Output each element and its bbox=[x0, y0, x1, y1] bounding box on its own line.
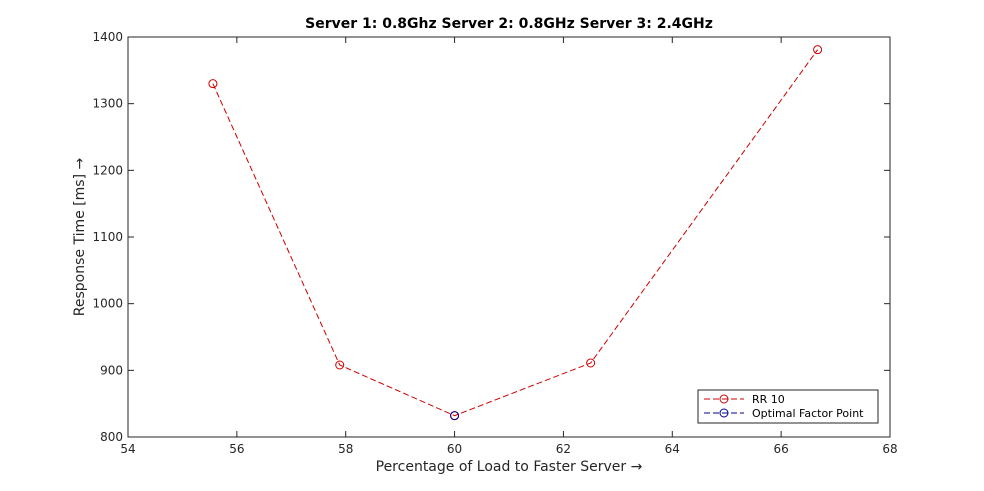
x-tick-label: 54 bbox=[120, 442, 135, 456]
y-tick-label: 900 bbox=[100, 363, 123, 377]
x-axis: 54 56 58 60 62 64 66 68 bbox=[120, 37, 898, 456]
x-tick-label: 56 bbox=[229, 442, 244, 456]
data-point bbox=[450, 411, 460, 421]
legend-label-rr10: RR 10 bbox=[752, 393, 785, 406]
data-point bbox=[208, 79, 218, 89]
y-tick-label: 1300 bbox=[92, 97, 123, 111]
legend-box bbox=[697, 389, 879, 424]
y-axis: 800 900 1000 1100 1200 1300 1400 bbox=[92, 30, 890, 444]
y-tick-label: 1100 bbox=[92, 230, 123, 244]
y-tick-label: 1400 bbox=[92, 30, 123, 44]
y-tick-label: 800 bbox=[100, 430, 123, 444]
chart-title: Server 1: 0.8Ghz Server 2: 0.8GHz Server… bbox=[305, 16, 713, 32]
legend-label-optimal-factor-point: Optimal Factor Point bbox=[752, 407, 864, 420]
y-tick-label: 1000 bbox=[92, 297, 123, 311]
legend: RR 10 Optimal Factor Point bbox=[697, 389, 879, 424]
data-point bbox=[813, 45, 823, 55]
data-point bbox=[586, 358, 596, 368]
x-tick-label: 62 bbox=[556, 442, 571, 456]
x-axis-label: Percentage of Load to Faster Server → bbox=[376, 459, 643, 475]
legend-entry-optimal-factor-point: Optimal Factor Point bbox=[704, 407, 864, 420]
legend-entry-rr10: RR 10 bbox=[704, 393, 785, 406]
y-tick-label: 1200 bbox=[92, 163, 123, 177]
legend-marker-rr10 bbox=[719, 394, 729, 404]
plot-frame bbox=[127, 36, 891, 438]
x-tick-label: 68 bbox=[882, 442, 897, 456]
series-line-0 bbox=[212, 49, 819, 417]
x-tick-label: 58 bbox=[338, 442, 353, 456]
data-point bbox=[335, 360, 345, 370]
legend-marker-optimal-factor-point bbox=[719, 408, 729, 418]
x-tick-label: 60 bbox=[447, 442, 462, 456]
x-tick-label: 64 bbox=[665, 442, 680, 456]
plot-area bbox=[127, 36, 891, 438]
series-layer bbox=[208, 45, 823, 421]
x-tick-label: 66 bbox=[774, 442, 789, 456]
y-axis-label: Response Time [ms] → bbox=[72, 158, 88, 317]
